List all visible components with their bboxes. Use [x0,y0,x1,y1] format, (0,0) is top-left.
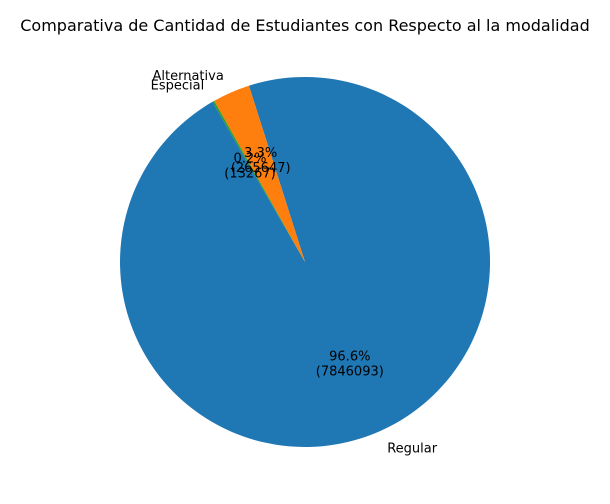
slice-pct-label-alternativa: 3.3% [244,146,277,161]
slice-pct-label-especial: 0.2% [233,152,266,167]
slice-count-label-especial: (13267) [224,167,276,182]
labels-layer: Regular 96.6%(7846093) Alternativa 3.3%(265… [151,69,438,457]
slice-count-label-regular: (7846093) [316,365,384,380]
pie-slice-regular [120,76,491,447]
slice-pct-label-regular: 96.6% [329,350,370,365]
slices-layer [120,76,491,447]
slice-label-alternativa: Alternativa [153,69,224,84]
pie-slice-alternativa [214,85,305,262]
pie-slice-especial [212,100,305,262]
chart-title: Comparativa de Cantidad de Estudiantes c… [20,16,589,35]
slice-label-regular: Regular [387,442,438,457]
slice-count-label-alternativa: (265647) [231,161,291,176]
slice-label-especial: Especial [151,79,205,94]
